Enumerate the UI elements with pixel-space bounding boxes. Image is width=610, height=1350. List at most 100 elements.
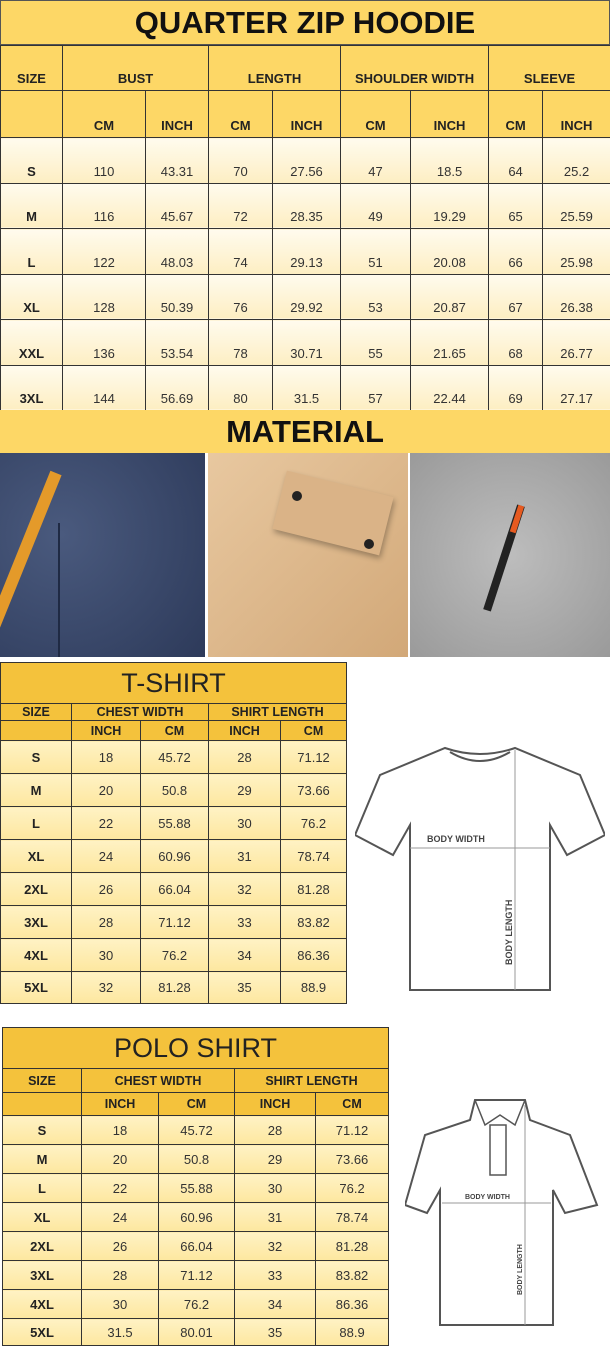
size-cell: L bbox=[0, 228, 63, 275]
value-cell: 33 bbox=[208, 905, 281, 939]
value-cell: 60.96 bbox=[140, 839, 209, 873]
value-cell: 53 bbox=[340, 273, 412, 320]
table-row: 3XL 144 56.69 80 31.5 57 22.44 69 27.17 bbox=[0, 364, 610, 411]
size-cell: 4XL bbox=[2, 1289, 82, 1319]
table-title: POLO SHIRT bbox=[1, 1027, 390, 1069]
value-cell: 20 bbox=[81, 1144, 159, 1174]
group-header: SHIRT LENGTH bbox=[233, 1068, 390, 1093]
value-cell: 47 bbox=[340, 137, 412, 184]
value-cell: 76 bbox=[208, 273, 274, 320]
value-cell: 50.8 bbox=[140, 773, 209, 807]
value-cell: 71.12 bbox=[279, 740, 348, 774]
size-cell: 4XL bbox=[0, 938, 72, 972]
group-header: LENGTH bbox=[208, 45, 342, 91]
table-row: 2XL 26 66.04 32 81.28 bbox=[2, 1231, 390, 1261]
value-cell: 29 bbox=[234, 1144, 316, 1174]
value-cell: 28 bbox=[71, 905, 141, 939]
value-cell: 65 bbox=[488, 182, 544, 229]
tshirt-body-length-label: BODY LENGTH bbox=[504, 900, 514, 965]
size-cell: L bbox=[0, 806, 72, 840]
value-cell: 29.92 bbox=[272, 273, 342, 320]
value-cell: 55.88 bbox=[158, 1173, 235, 1203]
size-cell: M bbox=[0, 773, 72, 807]
table-row: L 22 55.88 30 76.2 bbox=[2, 1173, 390, 1203]
size-header-blank bbox=[0, 90, 63, 138]
table-row: M 20 50.8 29 73.66 bbox=[2, 1144, 390, 1174]
table-row: 5XL 31.5 80.01 35 88.9 bbox=[2, 1318, 390, 1346]
table-row: L 22 55.88 30 76.2 bbox=[0, 806, 348, 840]
value-cell: 83.82 bbox=[314, 1260, 390, 1290]
value-cell: 24 bbox=[71, 839, 141, 873]
value-cell: 26 bbox=[71, 872, 141, 906]
value-cell: 27.56 bbox=[272, 137, 342, 184]
size-cell: 5XL bbox=[2, 1318, 82, 1346]
value-cell: 45.67 bbox=[144, 182, 210, 229]
value-cell: 73.66 bbox=[279, 773, 348, 807]
value-cell: 88.9 bbox=[314, 1318, 390, 1346]
value-cell: 70 bbox=[208, 137, 274, 184]
value-cell: 28 bbox=[234, 1115, 316, 1145]
value-cell: 26.38 bbox=[542, 273, 610, 320]
unit-header: INCH bbox=[71, 720, 141, 741]
table-row: 3XL 28 71.12 33 83.82 bbox=[2, 1260, 390, 1290]
unit-header: INCH bbox=[81, 1092, 159, 1116]
value-cell: 66.04 bbox=[140, 872, 209, 906]
value-cell: 26.77 bbox=[542, 319, 610, 366]
tshirt-diagram: BODY WIDTH BODY LENGTH bbox=[355, 746, 605, 991]
material-title: MATERIAL bbox=[0, 410, 610, 453]
unit-header: INCH bbox=[144, 90, 210, 138]
size-header-blank bbox=[2, 1092, 82, 1116]
value-cell: 43.31 bbox=[144, 137, 210, 184]
value-cell: 25.59 bbox=[542, 182, 610, 229]
polo-size-table: POLO SHIRT SIZE CHEST WIDTH SHIRT LENGTH INC… bbox=[1, 1027, 390, 1346]
title-row: POLO SHIRT bbox=[1, 1027, 390, 1069]
value-cell: 78.74 bbox=[279, 839, 348, 873]
value-cell: 50.39 bbox=[144, 273, 210, 320]
navy-fabric-photo bbox=[0, 453, 205, 657]
value-cell: 69 bbox=[488, 364, 544, 411]
unit-header: CM bbox=[158, 1092, 235, 1116]
value-cell: 57 bbox=[340, 364, 412, 411]
size-cell: 2XL bbox=[2, 1231, 82, 1261]
tan-fabric-photo bbox=[208, 453, 408, 657]
size-cell: L bbox=[2, 1173, 82, 1203]
value-cell: 76.2 bbox=[158, 1289, 235, 1319]
value-cell: 51 bbox=[340, 228, 412, 275]
unit-header: INCH bbox=[410, 90, 490, 138]
value-cell: 22 bbox=[81, 1173, 159, 1203]
table-row: 2XL 26 66.04 32 81.28 bbox=[0, 872, 348, 906]
value-cell: 110 bbox=[62, 137, 146, 184]
value-cell: 24 bbox=[81, 1202, 159, 1232]
value-cell: 18.5 bbox=[410, 137, 490, 184]
size-header: SIZE bbox=[0, 703, 72, 721]
value-cell: 34 bbox=[234, 1289, 316, 1319]
value-cell: 76.2 bbox=[279, 806, 348, 840]
value-cell: 18 bbox=[71, 740, 141, 774]
unit-header: CM bbox=[62, 90, 146, 138]
table-row: M 116 45.67 72 28.35 49 19.29 65 25.59 bbox=[0, 182, 610, 229]
unit-row: INCH CM INCH CM bbox=[0, 720, 348, 741]
value-cell: 50.8 bbox=[158, 1144, 235, 1174]
polo-body-length-label: BODY LENGTH bbox=[517, 1244, 524, 1295]
value-cell: 71.12 bbox=[140, 905, 209, 939]
unit-header: CM bbox=[340, 90, 412, 138]
value-cell: 31.5 bbox=[81, 1318, 159, 1346]
size-cell: 5XL bbox=[0, 971, 72, 1004]
value-cell: 66.04 bbox=[158, 1231, 235, 1261]
value-cell: 68 bbox=[488, 319, 544, 366]
unit-header: CM bbox=[314, 1092, 390, 1116]
value-cell: 22.44 bbox=[410, 364, 490, 411]
hoodie-size-table: SIZE BUST LENGTH SHOULDER WIDTH SLEEVE CM INCH… bbox=[0, 45, 610, 411]
value-cell: 73.66 bbox=[314, 1144, 390, 1174]
size-cell: 3XL bbox=[0, 905, 72, 939]
value-cell: 30 bbox=[208, 806, 281, 840]
value-cell: 30 bbox=[234, 1173, 316, 1203]
value-cell: 55 bbox=[340, 319, 412, 366]
size-header: SIZE bbox=[0, 45, 63, 91]
value-cell: 66 bbox=[488, 228, 544, 275]
unit-row: INCH CM INCH CM bbox=[2, 1092, 390, 1116]
size-cell: XL bbox=[0, 839, 72, 873]
value-cell: 72 bbox=[208, 182, 274, 229]
size-cell: 3XL bbox=[0, 364, 63, 411]
unit-header: INCH bbox=[234, 1092, 316, 1116]
